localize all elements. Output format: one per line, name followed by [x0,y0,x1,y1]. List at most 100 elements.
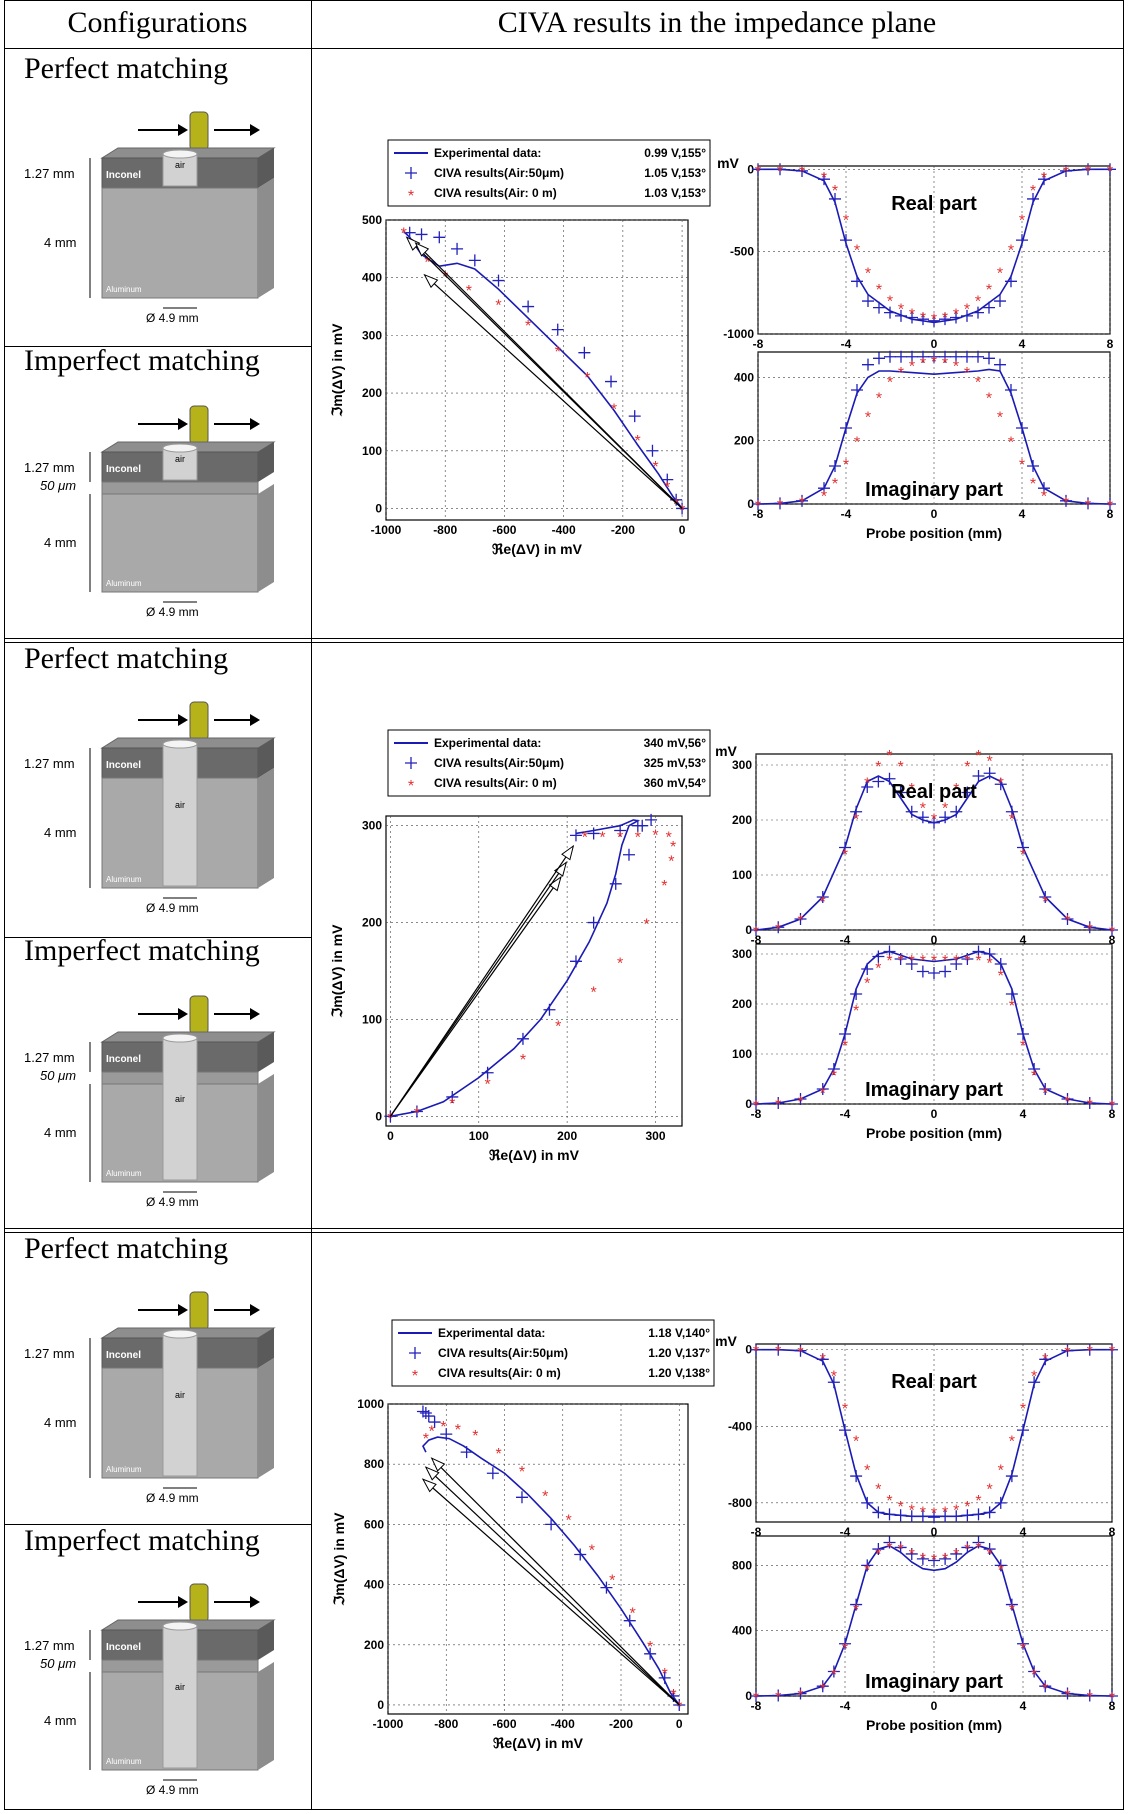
row2-impedance-frame [385,815,683,1127]
row2-imag-series-2-point-19: * [998,968,1004,985]
row1-impedance-xtick-3: -400 [552,523,576,537]
row1-perfect-diagram: air Inconel Aluminum 1.27 mm 4 mm Ø 4.9 mm [24,111,276,325]
row3-real-series-2-point-17: * [975,1493,981,1510]
row1-real-series-1-point-17 [972,306,984,319]
row1-impedance-series-2-point-4: * [635,433,641,450]
row1-real-series-1-point-4 [829,192,841,205]
hole-cylinder [162,743,198,887]
row2-imag-series-1-point-20 [1005,988,1018,1000]
row1-real-series-2-point-4: * [832,183,838,200]
row1-impedance-series-2-point-8: * [525,318,531,335]
row3-real-series-2-point-11: * [909,1503,915,1520]
column-divider [311,0,312,1810]
row2-imag-xtick-1: -4 [840,1107,851,1121]
air-text: air [175,454,185,464]
row1-impedance-series-1-point-7 [551,323,564,336]
probe-coil-icon [189,405,209,445]
table-border-right [1123,0,1124,1810]
row1-real-series-1-point-7 [862,295,874,308]
row3-real-series-2-point-6: * [853,1434,859,1451]
aluminum-layer [101,493,259,593]
row2-legend-label-1: CIVA results(Air:50μm) [434,756,564,770]
row1-impedance-vector-arrowhead-2 [423,273,439,289]
row2-real-series-2-point-12: * [931,811,937,828]
row3-real-series-1-point-17 [972,1508,985,1521]
results-table: Configurations CIVA results in the imped… [4,0,1124,1810]
inconel-text: Inconel [106,1350,141,1361]
row1-imag-series-1-point-0 [752,498,764,510]
row2-imag-series-1-point-0 [750,1098,762,1110]
row2-impedance-series-1-point-13 [614,824,627,837]
row2-impedance-series-2-point-12: * [666,829,672,846]
row3-legend-label-0: Experimental data: [438,1326,545,1340]
row2-imag-series-1-point-12 [916,965,929,978]
header-configurations: Configurations [67,6,248,39]
row2-imag-series-2-point-23: * [1042,1086,1048,1103]
row2-imag-series-2-point-17: * [975,953,981,970]
row3-imag-series-1-point-2 [794,1687,807,1700]
row1-imag-series-1-point-11 [906,350,918,363]
row3-real-xtick-2: 0 [931,1525,938,1539]
row3-imag-series-2-point-17: * [975,1540,981,1557]
row2-real-series-2-point-5: * [853,811,859,828]
row3-impedance-series-2-point-10: * [496,1446,502,1463]
row1-imag-xtick-0: -8 [753,507,764,521]
row2-imag-series-2-point-14: * [942,953,948,970]
row1-imag-series-1-point-8 [873,352,885,365]
probe-arrow-out-head [250,1008,260,1020]
inconel-text: Inconel [106,760,141,771]
row3-impedance-ylabel: ℑm(ΔV) in mV [331,1512,347,1607]
row1-real-xtick-0: -8 [753,337,764,351]
row2-real-xtick-3: 4 [1020,933,1027,947]
row2-real-xtick-1: -4 [840,933,851,947]
row1-imag-series-2-point-17: * [975,375,981,392]
row3-real-series-1-point-22 [1028,1376,1041,1389]
row3-impedance-xtick-5: 0 [676,1717,683,1731]
row1-impedance-series-1-point-11 [451,242,464,255]
row2-legend-civa50-swatch [405,757,417,769]
row2-real-series-2-point-4: * [842,847,848,864]
row3-real-xtick-1: -4 [840,1525,851,1539]
row3-real-series-1-point-8 [872,1506,885,1519]
row1-real-series-1-point-23 [1038,173,1050,186]
row2-impedance-series-2-point-11: * [670,839,676,856]
aluminum-text: Aluminum [106,285,142,294]
row3-impedance-series-1-point-8 [515,1491,528,1504]
row2-impedance-series-exp-line [390,819,641,1118]
row2-impedance-ytick-2: 200 [362,916,382,930]
row2-real-ytick-3: 300 [732,758,752,772]
row2-real-series-1-point-17 [983,767,996,780]
row1-real-series-1-point-9 [884,306,896,319]
row1-imag-series-2-point-23: * [1041,489,1047,506]
row3-imperfect-diagram: air Inconel Aluminum 1.27 mm 50 μm 4 mm Ø 4.9 … [24,1583,276,1797]
row2-impedance-ytick-0: 0 [375,1109,382,1123]
row3-impedance-ytick-5: 1000 [357,1397,384,1411]
row3-imag-series-2-point-6: * [853,1602,859,1619]
row1-imag-series-1-point-5 [840,422,852,434]
row2-real-series-2-point-18: * [998,776,1004,793]
row1-real-series-2-point-24: * [1063,164,1069,181]
dim-diam-text: Ø 4.9 mm [146,605,199,619]
row2-imag-series-2-point-0: * [753,1098,759,1115]
row1-imag-series-2-point-21: * [1019,457,1025,474]
hole-top-ellipse [162,1621,198,1631]
row1-imag-series-1-point-15 [950,350,962,363]
row3-real-series-1-point-24 [1061,1344,1074,1357]
row2-real-series-1-point-14 [950,805,963,818]
dim-diam-text: Ø 4.9 mm [146,311,199,325]
row1-impedance-series-1-point-6 [578,346,591,359]
row2-impedance-series-1-point-6 [569,955,582,968]
row2-imag-series-exp-line [755,950,1113,1105]
row1-imag-series-2-point-7: * [865,409,871,426]
row3-impedance-ytick-2: 400 [364,1578,384,1592]
header-civa-results: CIVA results in the impedance plane [497,6,937,39]
row2-legend-value-0: 340 mV,56° [644,736,707,750]
row2-imag-series-1-point-5 [839,1028,851,1040]
row1-impedance-ytick-0: 0 [375,501,382,515]
row2-perfect-label: Perfect matching [24,642,229,675]
row3-imag-xtick-4: 8 [1109,1699,1116,1713]
row2-imag-series-1-point-3 [816,1083,829,1095]
row2-real-series-1-point-7 [872,775,885,788]
row3-real-series-2-point-19: * [998,1462,1004,1479]
row2-real-series-1-point-10 [905,805,918,818]
